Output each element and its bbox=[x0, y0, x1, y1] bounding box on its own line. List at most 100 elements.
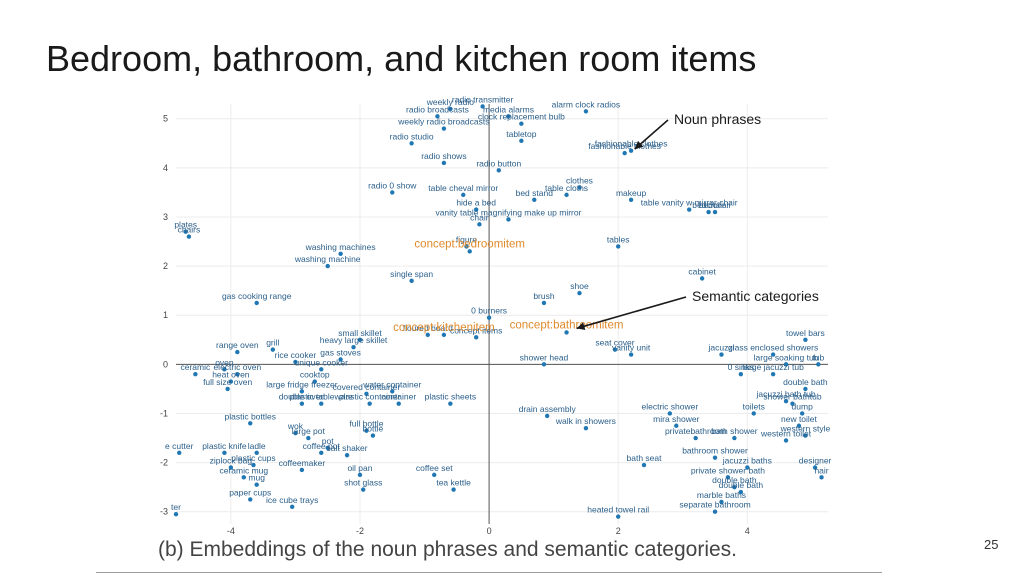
data-point bbox=[432, 472, 437, 478]
noun-phrase-label: bath shower bbox=[711, 426, 757, 436]
data-point bbox=[738, 489, 744, 495]
noun-phrase-label: heated towel rail bbox=[587, 505, 649, 515]
data-point bbox=[325, 263, 330, 269]
data-point bbox=[289, 504, 295, 510]
data-point bbox=[583, 426, 589, 431]
noun-phrase-label: plastic bottles bbox=[224, 411, 276, 421]
noun-phrase-label: marble baths bbox=[697, 490, 746, 500]
noun-phrase-label: shower bathtub bbox=[763, 392, 821, 402]
noun-phrase-label: tea kettle bbox=[436, 478, 471, 488]
data-point bbox=[577, 290, 582, 296]
data-point bbox=[577, 185, 582, 190]
noun-phrase-label: full size oven bbox=[203, 377, 252, 387]
noun-phrase-label: jacuzzi baths bbox=[722, 456, 772, 466]
noun-phrase-label: large pot bbox=[292, 426, 326, 436]
data-point bbox=[361, 487, 366, 492]
data-point bbox=[564, 330, 569, 335]
data-point bbox=[519, 138, 524, 144]
noun-phrase-label: private shower bath bbox=[691, 465, 765, 475]
noun-phrase-label: double oven bbox=[279, 392, 326, 402]
figure-caption: (b) Embeddings of the noun phrases and s… bbox=[158, 538, 738, 561]
noun-phrase-label: vanity table magnifying make up mirror bbox=[435, 207, 581, 217]
noun-phrase-label: cabinet bbox=[688, 266, 716, 276]
noun-phrase-label: chairs bbox=[178, 225, 201, 235]
annotation-label: Semantic categories bbox=[692, 288, 819, 304]
data-point bbox=[222, 367, 227, 372]
data-point bbox=[293, 430, 298, 436]
data-point bbox=[486, 315, 492, 320]
noun-phrase-label: double bath bbox=[719, 480, 764, 490]
footer-divider bbox=[96, 572, 882, 573]
annotation-arrowhead bbox=[634, 140, 644, 150]
noun-phrase-label: large jacuzzi tub bbox=[742, 362, 804, 372]
noun-phrase-label: jacuzzi bbox=[707, 343, 734, 353]
noun-phrase-label: hair bbox=[814, 465, 828, 475]
noun-phrase-label: weekly radio bbox=[426, 97, 475, 107]
data-point bbox=[364, 428, 369, 433]
page-number: 25 bbox=[984, 537, 999, 552]
data-point bbox=[464, 244, 469, 249]
data-point bbox=[612, 347, 618, 352]
noun-phrase-label: toilets bbox=[743, 401, 765, 411]
noun-phrase-label: wok bbox=[287, 421, 304, 431]
data-point bbox=[751, 411, 756, 416]
noun-phrase-label: new toilet bbox=[781, 414, 818, 424]
noun-phrase-label: gas cooking range bbox=[222, 291, 292, 301]
y-tick-label: -1 bbox=[160, 408, 168, 418]
noun-phrase-label: mug bbox=[248, 473, 265, 483]
noun-phrase-label: gas stoves bbox=[320, 347, 361, 357]
noun-phrase-label: salt shaker bbox=[327, 443, 368, 453]
noun-phrase-label: media alarms bbox=[483, 104, 534, 114]
x-tick-label: -4 bbox=[227, 526, 235, 536]
data-point bbox=[344, 453, 350, 458]
data-point bbox=[448, 106, 453, 112]
data-point bbox=[425, 332, 430, 338]
noun-phrase-label: bottle bbox=[362, 424, 383, 434]
semantic-category-label: concept:bedroomitem bbox=[414, 238, 525, 250]
data-point bbox=[699, 276, 705, 281]
x-tick-label: 0 bbox=[487, 526, 492, 536]
noun-phrase-label: bath seat bbox=[627, 453, 663, 463]
noun-phrase-label: shot glass bbox=[344, 478, 382, 488]
noun-phrase-label: washing machine bbox=[294, 254, 361, 264]
noun-phrase-label: bathroom shower bbox=[682, 446, 748, 456]
noun-phrase-label: radio broadcasts bbox=[406, 104, 469, 114]
data-point bbox=[338, 251, 343, 257]
y-tick-label: -2 bbox=[160, 458, 168, 468]
data-point bbox=[441, 126, 447, 131]
data-point bbox=[390, 190, 395, 195]
noun-phrase-label: seat cover bbox=[595, 338, 634, 348]
noun-phrase-label: jacuzzi bath tub bbox=[756, 389, 816, 399]
data-point bbox=[228, 379, 234, 384]
data-point bbox=[732, 435, 737, 441]
data-point bbox=[712, 209, 718, 215]
noun-phrase-label: fashionable clothes bbox=[595, 139, 668, 149]
noun-phrase-label: clothes bbox=[566, 176, 593, 186]
noun-phrase-label: electric oven bbox=[213, 362, 261, 372]
noun-phrase-label: privatebathroom bbox=[665, 426, 726, 436]
noun-phrase-label: large fridge freezer bbox=[266, 379, 338, 389]
noun-phrase-label: bedchair bbox=[699, 200, 732, 210]
data-point bbox=[583, 109, 589, 114]
y-tick-label: 0 bbox=[163, 359, 168, 369]
data-point bbox=[448, 401, 453, 406]
noun-phrase-label: radio transmitter bbox=[452, 94, 514, 104]
tick-labels: -4 -2 0 2 4 -3 -2 -1 0 1 2 3 4 5 bbox=[160, 114, 750, 536]
noun-phrase-label: ceramic bbox=[180, 362, 211, 372]
noun-phrase-label: dump bbox=[792, 401, 814, 411]
noun-phrase-label: bed stand bbox=[516, 188, 554, 198]
data-point bbox=[451, 487, 456, 492]
data-point bbox=[177, 450, 182, 455]
annotations: Noun phrases Semantic categories bbox=[576, 111, 819, 331]
data-point bbox=[409, 141, 414, 146]
data-point bbox=[506, 114, 511, 119]
data-point bbox=[235, 371, 240, 377]
noun-phrase-label: makeup bbox=[616, 188, 647, 198]
noun-phrase-label: designer bbox=[799, 456, 832, 466]
noun-phrase-label: paper cups bbox=[229, 487, 271, 497]
data-point bbox=[564, 192, 569, 198]
data-point bbox=[357, 337, 363, 342]
noun-phrase-label: brush bbox=[533, 291, 555, 301]
data-point bbox=[248, 421, 253, 426]
